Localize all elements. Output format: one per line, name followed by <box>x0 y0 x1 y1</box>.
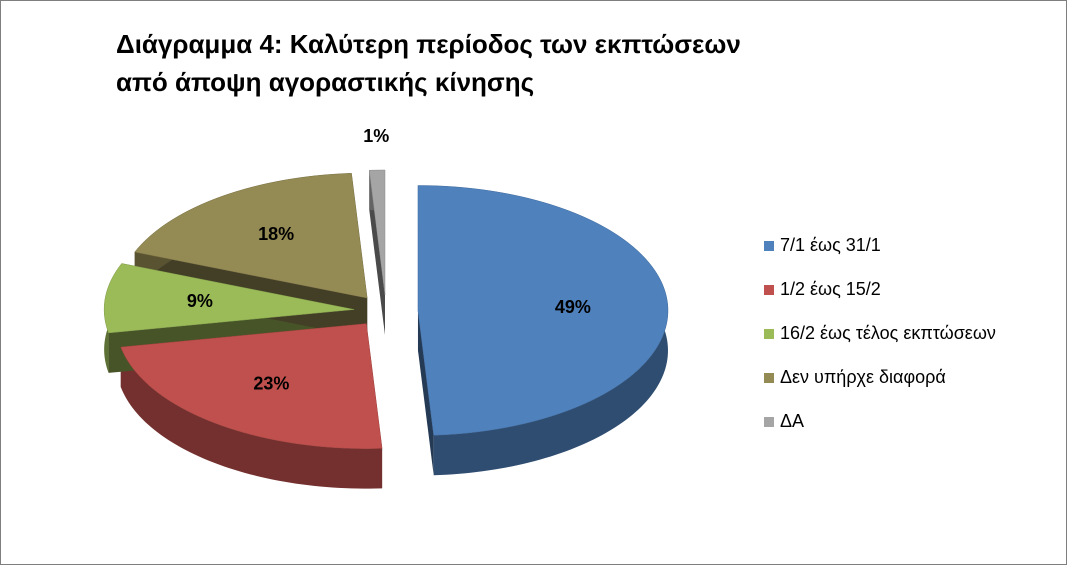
slice-wall <box>120 347 383 489</box>
slice-side <box>369 170 385 336</box>
legend-label: 1/2 έως 15/2 <box>780 279 881 299</box>
chart-title: Διάγραμμα 4: Καλύτερη περίοδος των εκπτώ… <box>116 29 741 97</box>
data-label: 18% <box>258 224 294 244</box>
legend-swatch <box>764 373 774 383</box>
slice-side <box>417 310 434 476</box>
slice <box>134 173 368 299</box>
data-label: 9% <box>187 291 213 311</box>
slice <box>417 185 669 436</box>
slice <box>120 323 383 449</box>
slice <box>103 263 355 334</box>
slice <box>369 169 386 296</box>
legend-swatch <box>764 417 774 427</box>
legend-swatch <box>764 285 774 295</box>
legend-swatch <box>764 329 774 339</box>
legend-label: ΔΑ <box>780 411 804 431</box>
legend-label: 7/1 έως 31/1 <box>780 235 881 255</box>
legend-swatch <box>764 241 774 251</box>
data-label: 49% <box>555 297 591 317</box>
data-label: 23% <box>253 374 289 394</box>
pie-tops: 49% 23% 9% 18% 1% <box>103 126 669 449</box>
legend-label: 16/2 έως τέλος εκπτώσεων <box>780 323 996 343</box>
data-label: 1% <box>363 126 389 146</box>
legend-label: Δεν υπήρχε διαφορά <box>780 367 946 387</box>
